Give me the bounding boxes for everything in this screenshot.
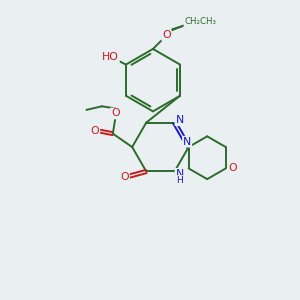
Text: O: O bbox=[120, 172, 129, 182]
Text: HO: HO bbox=[102, 52, 119, 62]
Text: ethyl: ethyl bbox=[190, 16, 212, 26]
Text: O: O bbox=[111, 108, 119, 118]
Text: H: H bbox=[176, 176, 183, 185]
Text: N: N bbox=[183, 137, 191, 147]
Text: O: O bbox=[91, 126, 99, 136]
Text: CH₂CH₃: CH₂CH₃ bbox=[184, 17, 216, 26]
Text: N: N bbox=[176, 169, 184, 179]
Text: O: O bbox=[228, 164, 237, 173]
Text: O: O bbox=[162, 30, 171, 40]
Text: N: N bbox=[176, 115, 184, 125]
